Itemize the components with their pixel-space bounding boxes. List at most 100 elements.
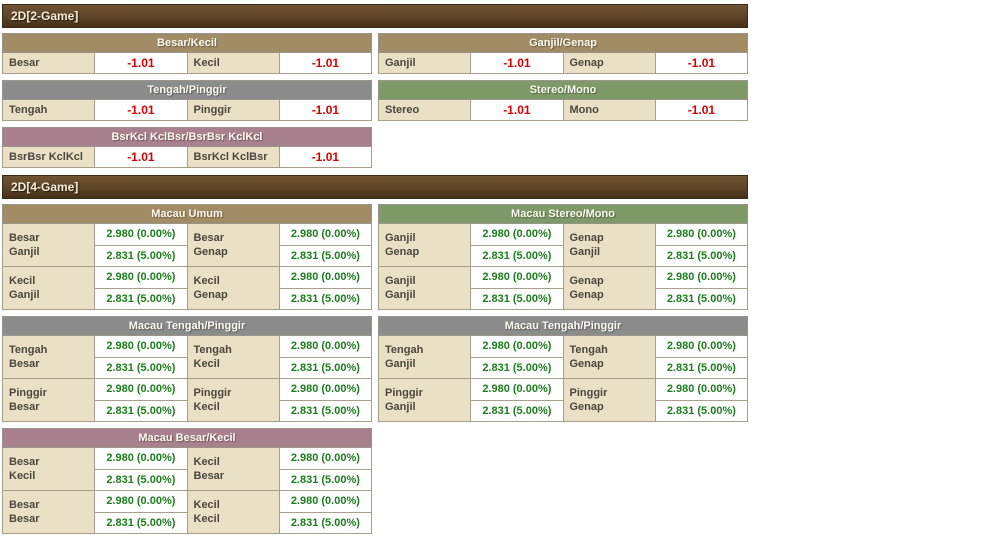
table-macau-stereo-mono: Macau Stereo/Mono Ganjil Genap 2.980 (0.… [377,204,749,310]
odds-value-full: 2.980 (0.00%) [655,224,747,245]
odds-value-disc: 2.831 (5.00%) [279,512,371,533]
odds-value-full: 2.980 (0.00%) [279,336,371,357]
odds-value-full: 2.980 (0.00%) [95,379,187,400]
table-header-row: Macau Umum [2,204,372,224]
table-row: Pinggir Besar 2.980 (0.00%) 2.831 (5.00%… [1,378,373,422]
odds-value-besar: -1.01 [94,52,188,74]
odds-stack: 2.980 (0.00%) 2.831 (5.00%) [278,378,373,422]
odds-value-full: 2.980 (0.00%) [279,491,371,512]
label-cell-pinggir-ganjil: Pinggir Ganjil [377,378,472,422]
label-cell-kecil-besar: Kecil Besar [186,447,280,491]
odds-value-disc: 2.831 (5.00%) [95,288,187,309]
table-title: Besar/Kecil [2,33,372,53]
label-cell-genap: Genap [562,52,656,74]
label-cell-ganjil-genap: Ganjil Genap [377,223,472,267]
column-right: Ganjil/Genap Ganjil -1.01 Genap -1.01 St… [377,33,749,127]
odds-value-disc: 2.831 (5.00%) [279,469,371,490]
odds-stack: 2.980 (0.00%) 2.831 (5.00%) [94,447,188,491]
odds-stack: 2.980 (0.00%) 2.831 (5.00%) [278,266,373,310]
odds-value-disc: 2.831 (5.00%) [279,357,371,378]
odds-value-disc: 2.831 (5.00%) [655,288,747,309]
odds-stack: 2.980 (0.00%) 2.831 (5.00%) [654,378,749,422]
odds-value-tengah: -1.01 [94,99,188,121]
odds-value-disc: 2.831 (5.00%) [95,469,187,490]
odds-stack: 2.980 (0.00%) 2.831 (5.00%) [278,223,373,267]
label-cell-ganjil: Ganjil [377,52,472,74]
odds-value-disc: 2.831 (5.00%) [655,357,747,378]
odds-stack: 2.980 (0.00%) 2.831 (5.00%) [278,335,373,379]
label-cell-bsrbsr-kclkcl: BsrBsr KclKcl [1,146,96,168]
table-title: Ganjil/Genap [378,33,748,53]
table-header-row: Ganjil/Genap [378,33,748,53]
label-cell-besar: Besar [1,52,96,74]
label-cell-ganjil-ganjil: Ganjil Ganjil [377,266,472,310]
table-macau-umum: Macau Umum Besar Ganjil 2.980 (0.00%) 2.… [1,204,373,310]
table-header-row: Besar/Kecil [2,33,372,53]
odds-value-full: 2.980 (0.00%) [655,379,747,400]
label-cell-pinggir-genap: Pinggir Genap [562,378,656,422]
odds-stack: 2.980 (0.00%) 2.831 (5.00%) [654,266,749,310]
odds-stack: 2.980 (0.00%) 2.831 (5.00%) [94,335,188,379]
label-cell-kecil-kecil: Kecil Kecil [186,490,280,534]
odds-value-disc: 2.831 (5.00%) [471,288,563,309]
odds-value-disc: 2.831 (5.00%) [95,512,187,533]
label-cell-besar-besar: Besar Besar [1,490,96,534]
table-title: Tengah/Pinggir [2,80,372,100]
odds-stack: 2.980 (0.00%) 2.831 (5.00%) [470,378,564,422]
odds-value-bsrbsr-kclkcl: -1.01 [94,146,188,168]
odds-value-full: 2.980 (0.00%) [655,336,747,357]
table-title: Macau Besar/Kecil [2,428,372,448]
odds-value-full: 2.980 (0.00%) [95,491,187,512]
label-cell-tengah-kecil: Tengah Kecil [186,335,280,379]
odds-stack: 2.980 (0.00%) 2.831 (5.00%) [654,223,749,267]
odds-value-full: 2.980 (0.00%) [95,224,187,245]
odds-value-disc: 2.831 (5.00%) [95,400,187,421]
odds-value-full: 2.980 (0.00%) [95,267,187,288]
label-cell-besar-genap: Besar Genap [186,223,280,267]
table-header-row: Macau Tengah/Pinggir [378,316,748,336]
odds-value-full: 2.980 (0.00%) [95,448,187,469]
odds-value-full: 2.980 (0.00%) [95,336,187,357]
section-header-2game: 2D[2-Game] [2,4,748,28]
odds-stack: 2.980 (0.00%) 2.831 (5.00%) [94,378,188,422]
table-stereo-mono: Stereo/Mono Stereo -1.01 Mono -1.01 [377,80,749,121]
odds-stack: 2.980 (0.00%) 2.831 (5.00%) [278,490,373,534]
table-row: Pinggir Ganjil 2.980 (0.00%) 2.831 (5.00… [377,378,749,422]
table-header-row: Stereo/Mono [378,80,748,100]
odds-value-disc: 2.831 (5.00%) [279,245,371,266]
table-macau-tengah-pinggir-1: Macau Tengah/Pinggir Tengah Besar 2.980 … [1,316,373,422]
table-row: Kecil Ganjil 2.980 (0.00%) 2.831 (5.00%)… [1,266,373,310]
odds-value-genap: -1.01 [654,52,749,74]
label-cell-kecil-ganjil: Kecil Ganjil [1,266,96,310]
odds-stack: 2.980 (0.00%) 2.831 (5.00%) [278,447,373,491]
odds-stack: 2.980 (0.00%) 2.831 (5.00%) [470,335,564,379]
table-besar-kecil: Besar/Kecil Besar -1.01 Kecil -1.01 [1,33,373,74]
column-right: Macau Stereo/Mono Ganjil Genap 2.980 (0.… [377,204,749,428]
table-row: Tengah Besar 2.980 (0.00%) 2.831 (5.00%)… [1,335,373,379]
label-cell-besar-ganjil: Besar Ganjil [1,223,96,267]
odds-value-disc: 2.831 (5.00%) [471,245,563,266]
odds-value-kecil: -1.01 [278,52,373,74]
odds-value-disc: 2.831 (5.00%) [279,400,371,421]
odds-value-full: 2.980 (0.00%) [279,379,371,400]
table-title: Macau Tengah/Pinggir [378,316,748,336]
odds-value-pinggir: -1.01 [278,99,373,121]
odds-value-full: 2.980 (0.00%) [471,379,563,400]
table-row: Besar Kecil 2.980 (0.00%) 2.831 (5.00%) … [1,447,373,491]
table-title: Macau Stereo/Mono [378,204,748,224]
table-row: Ganjil Ganjil 2.980 (0.00%) 2.831 (5.00%… [377,266,749,310]
label-cell-tengah-ganjil: Tengah Ganjil [377,335,472,379]
label-cell-pinggir: Pinggir [186,99,280,121]
odds-value-full: 2.980 (0.00%) [279,448,371,469]
table-row: Tengah -1.01 Pinggir -1.01 [1,99,373,121]
odds-stack: 2.980 (0.00%) 2.831 (5.00%) [94,223,188,267]
odds-value-full: 2.980 (0.00%) [279,267,371,288]
column-left: Macau Umum Besar Ganjil 2.980 (0.00%) 2.… [1,204,373,540]
label-cell-mono: Mono [562,99,656,121]
odds-value-disc: 2.831 (5.00%) [95,245,187,266]
table-row: Stereo -1.01 Mono -1.01 [377,99,749,121]
section-header-4game: 2D[4-Game] [2,175,748,199]
table-row: Besar Besar 2.980 (0.00%) 2.831 (5.00%) … [1,490,373,534]
odds-stack: 2.980 (0.00%) 2.831 (5.00%) [654,335,749,379]
odds-value-ganjil: -1.01 [470,52,564,74]
